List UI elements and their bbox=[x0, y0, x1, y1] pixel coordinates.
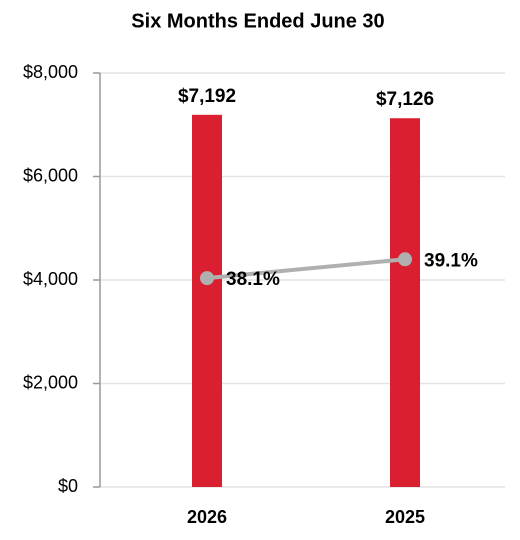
bar bbox=[390, 118, 420, 488]
y-tick-label: $2,000 bbox=[23, 372, 78, 392]
y-tick-label: $8,000 bbox=[23, 62, 78, 82]
line bbox=[206, 257, 406, 281]
x-tick-label: 2025 bbox=[385, 507, 425, 527]
data-label: $7,126 bbox=[376, 89, 434, 110]
x-tick-label: 2026 bbox=[187, 507, 227, 527]
y-tick-label: $4,000 bbox=[23, 269, 78, 289]
chart-title: Six Months Ended June 30 bbox=[131, 10, 384, 32]
data-label: 38.1% bbox=[226, 269, 280, 290]
data-label: 39.1% bbox=[424, 250, 478, 271]
y-tick-label: $6,000 bbox=[23, 165, 78, 185]
line-marker bbox=[200, 271, 214, 286]
data-label: $7,192 bbox=[178, 86, 236, 107]
bar bbox=[192, 114, 222, 488]
line-marker bbox=[398, 252, 412, 267]
y-tick-label: $0 bbox=[58, 476, 78, 496]
